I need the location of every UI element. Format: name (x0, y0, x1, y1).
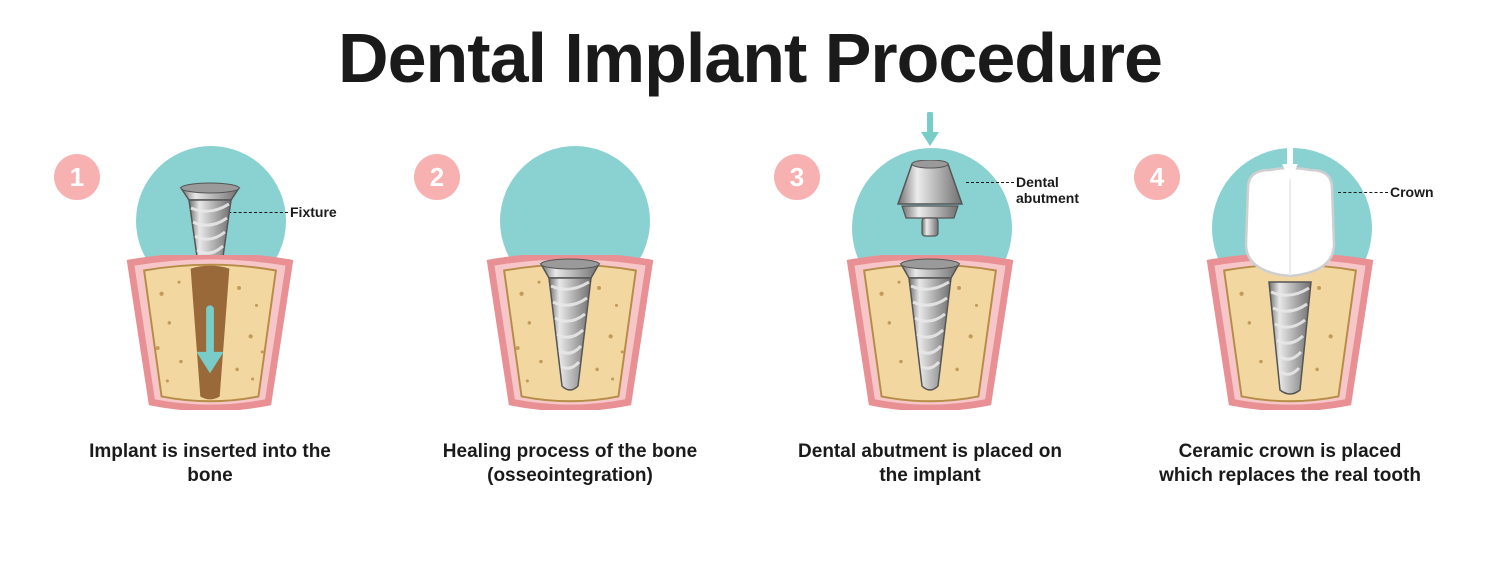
step-4: 4 Crown (1120, 128, 1460, 488)
step-1: 1 Fixture (40, 128, 380, 488)
step-3-annot: Dentalabutment (1016, 174, 1079, 206)
step-1-badge: 1 (54, 154, 100, 200)
step-2: 2 (400, 128, 740, 488)
step-4-badge: 4 (1134, 154, 1180, 200)
step-1-caption: Implant is inserted into the bone (70, 440, 350, 488)
step-2-screw (531, 258, 609, 398)
step-4-annot: Crown (1390, 184, 1434, 200)
step-2-number: 2 (430, 162, 444, 193)
step-4-top-arrow-icon (1280, 140, 1300, 182)
step-1-annot: Fixture (290, 204, 337, 220)
step-3-annot-line (966, 182, 1014, 183)
step-1-jaw (120, 255, 300, 410)
page-title: Dental Implant Procedure (0, 18, 1500, 98)
step-4-number: 4 (1150, 162, 1164, 193)
step-3-badge: 3 (774, 154, 820, 200)
step-4-graphic: 4 Crown (1120, 128, 1460, 428)
step-3: 3 Dentalabutment (760, 128, 1100, 488)
step-2-caption: Healing process of the bone (osseointegr… (430, 440, 710, 488)
step-4-screw (1255, 278, 1325, 398)
step-3-caption: Dental abutment is placed on the implant (790, 440, 1070, 488)
step-4-caption: Ceramic crown is placed which replaces t… (1150, 440, 1430, 488)
step-1-number: 1 (70, 162, 84, 193)
step-2-graphic: 2 (400, 128, 740, 428)
step-3-screw (891, 258, 969, 398)
steps-row: 1 Fixture (0, 128, 1500, 488)
step-2-badge: 2 (414, 154, 460, 200)
step-3-graphic: 3 Dentalabutment (760, 128, 1100, 428)
step-3-top-arrow-icon (918, 112, 942, 148)
step-3-number: 3 (790, 162, 804, 193)
step-4-crown (1230, 164, 1350, 284)
step-1-graphic: 1 Fixture (40, 128, 380, 428)
step-3-abutment (888, 160, 972, 240)
